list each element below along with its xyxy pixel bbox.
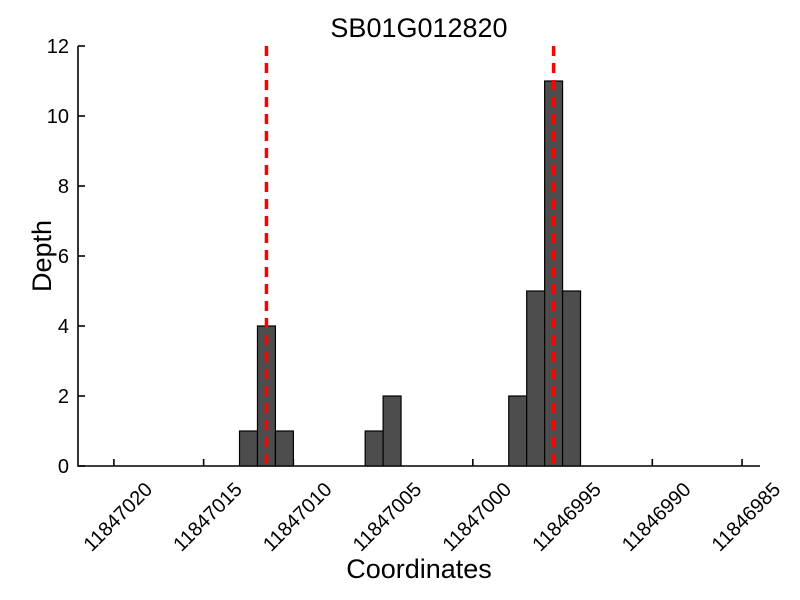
histogram-bar: [508, 395, 528, 467]
x-axis-label: Coordinates: [346, 554, 492, 584]
y-tick-label: 12: [47, 36, 69, 58]
y-axis-label: Depth: [27, 220, 57, 292]
x-tick-label: 11846990: [618, 479, 695, 556]
y-tick-label: 6: [58, 246, 69, 268]
y-tick-label: 0: [58, 456, 69, 478]
y-tick-label: 4: [58, 316, 69, 338]
chart-title: SB01G012820: [330, 13, 507, 43]
histogram-bar: [364, 430, 384, 467]
x-tick-label: 11847015: [169, 479, 246, 556]
histogram-bar: [526, 290, 546, 467]
x-tick-label: 11846995: [528, 479, 605, 556]
x-tick-label: 11847005: [349, 479, 426, 556]
y-tick-label: 2: [58, 386, 69, 408]
x-tick-label: 11846985: [708, 479, 785, 556]
x-tick-label: 11847010: [259, 479, 336, 556]
histogram-bar: [274, 430, 294, 467]
y-tick-label: 10: [47, 106, 69, 128]
histogram-bar: [382, 395, 402, 467]
marker-lines-group: [264, 46, 556, 466]
histogram-bar: [238, 430, 259, 467]
x-tick-label: 11847000: [439, 479, 516, 556]
axes-group: [77, 45, 760, 467]
y-tick-label: 8: [58, 176, 69, 198]
x-tick-label: 11847020: [80, 479, 157, 556]
histogram-bar: [561, 290, 582, 467]
bars-group: [238, 80, 582, 467]
